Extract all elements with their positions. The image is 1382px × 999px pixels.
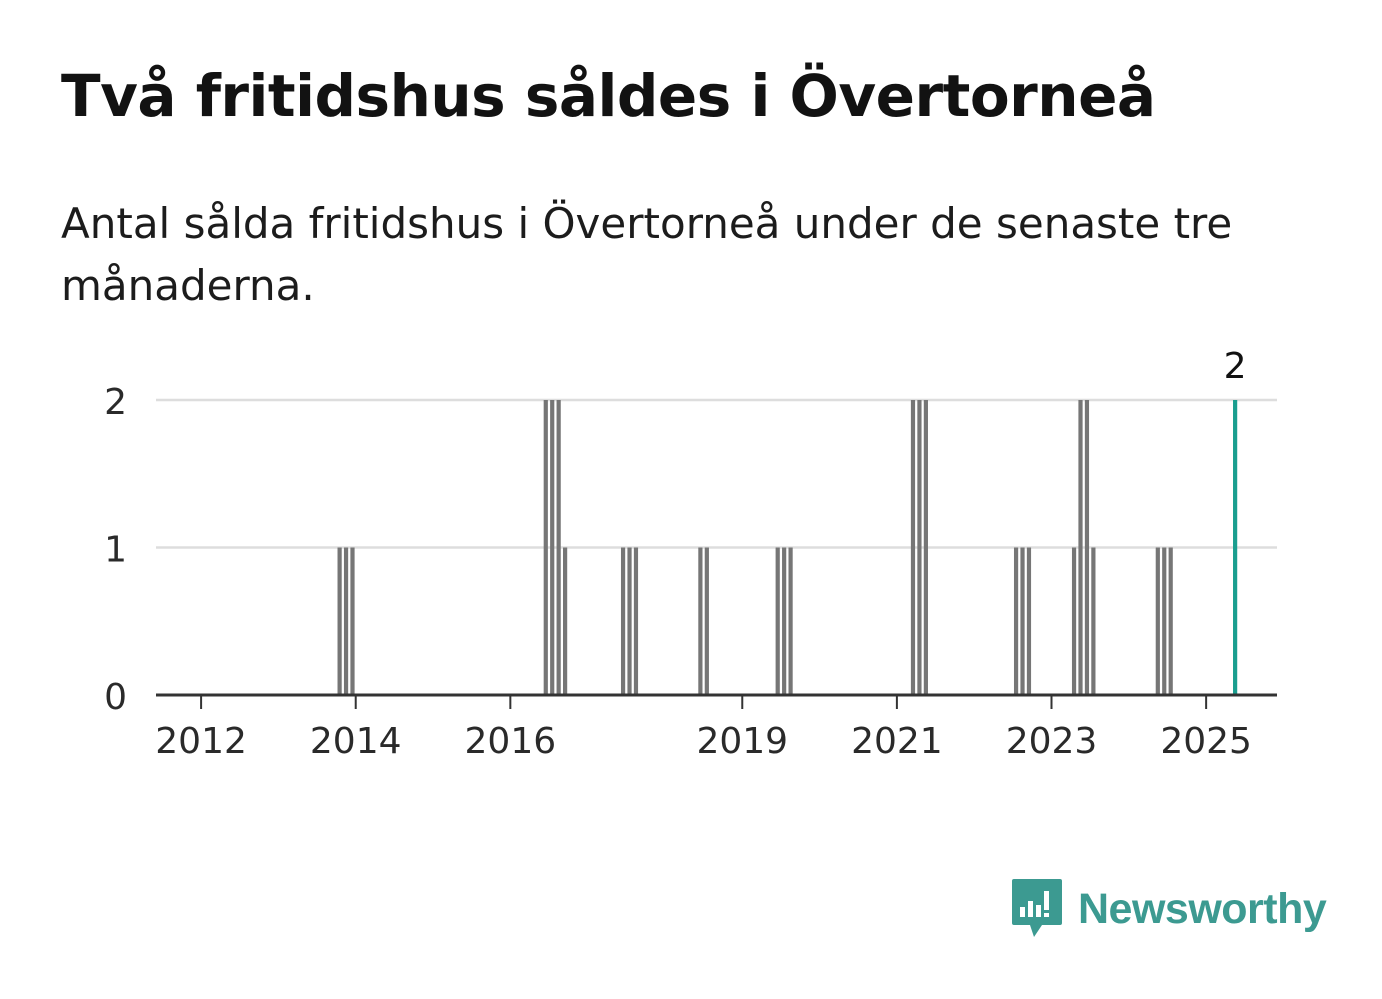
bar xyxy=(1071,547,1077,695)
bar xyxy=(917,400,922,695)
bar xyxy=(1013,547,1019,695)
bar xyxy=(910,400,916,695)
bar xyxy=(788,547,793,695)
bar xyxy=(775,547,780,695)
bar xyxy=(704,547,709,695)
bar xyxy=(1026,547,1032,695)
bar xyxy=(1162,547,1167,695)
bar xyxy=(627,547,632,695)
brand-name: Newsworthy xyxy=(1078,884,1327,933)
bar xyxy=(543,400,548,695)
bar-highlight xyxy=(1233,400,1238,695)
bar xyxy=(1078,400,1083,695)
newsworthy-logo-icon xyxy=(1012,879,1062,937)
x-tick-label: 2016 xyxy=(465,721,557,762)
y-axis-ticks: 0 1 2 xyxy=(104,382,127,718)
bar xyxy=(1091,547,1096,695)
grid-lines xyxy=(156,398,1277,549)
chart-title: Två fritidshus såldes i Övertorneå xyxy=(61,62,1156,130)
bar xyxy=(556,400,561,695)
x-tick-label: 2021 xyxy=(851,721,943,762)
x-tick-label: 2023 xyxy=(1006,721,1098,762)
bar xyxy=(343,547,349,695)
x-tick-label: 2014 xyxy=(310,721,402,762)
data-labels: 2 xyxy=(1224,346,1247,387)
y-tick-label: 2 xyxy=(104,382,127,423)
bar xyxy=(550,400,555,695)
x-tick-label: 2012 xyxy=(155,721,247,762)
x-tick-label: 2019 xyxy=(696,721,788,762)
bar xyxy=(923,400,928,695)
bar xyxy=(1084,400,1090,695)
bar xyxy=(337,547,342,695)
bar xyxy=(563,547,568,695)
bar xyxy=(698,547,703,695)
bar xyxy=(350,547,355,695)
bars xyxy=(337,400,1238,695)
y-tick-label: 1 xyxy=(104,530,127,571)
bar xyxy=(782,547,787,695)
chart-subtitle: Antal sålda fritidshus i Övertorneå unde… xyxy=(61,199,1233,310)
brand-logo: Newsworthy xyxy=(1010,876,1327,942)
bar xyxy=(1168,547,1173,695)
bar xyxy=(1020,547,1025,695)
y-tick-label: 0 xyxy=(104,677,127,718)
x-tick-label: 2025 xyxy=(1160,721,1252,762)
bar xyxy=(620,547,626,695)
data-label: 2 xyxy=(1224,346,1247,387)
bar xyxy=(633,547,639,695)
x-axis-ticks: 2012 2014 2016 2019 2021 2023 2025 xyxy=(155,695,1252,762)
bar xyxy=(1155,547,1160,695)
